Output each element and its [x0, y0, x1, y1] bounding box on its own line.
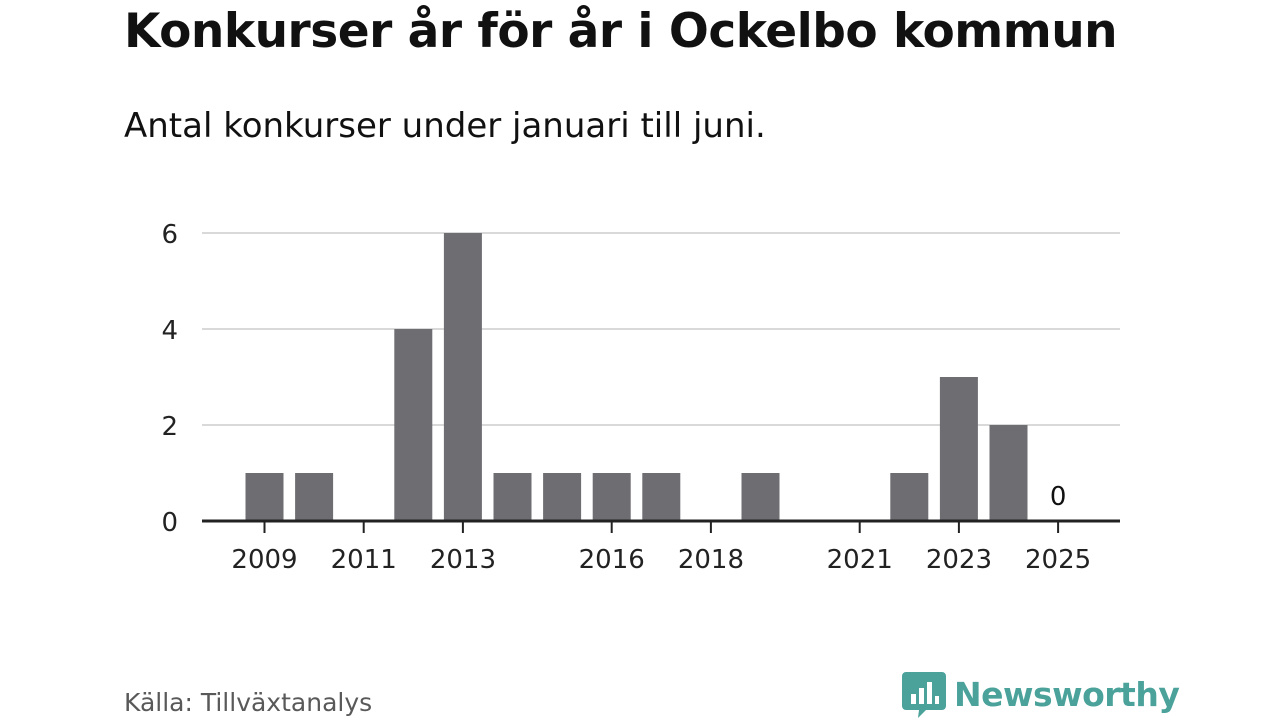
- bar-2012: [394, 329, 433, 521]
- y-tick-label-6: 6: [161, 220, 178, 250]
- x-tick-label-2021: 2021: [827, 545, 893, 575]
- x-tick-label-2023: 2023: [926, 545, 992, 575]
- bar-2017: [642, 473, 681, 521]
- bar-2019: [741, 473, 780, 521]
- x-tick-label-2013: 2013: [430, 545, 496, 575]
- bar-2009: [245, 473, 284, 521]
- bar-2024: [989, 425, 1028, 521]
- source-note: Källa: Tillväxtanalys: [124, 688, 373, 717]
- newsworthy-bar-chart-icon: [902, 672, 946, 718]
- y-tick-label-4: 4: [161, 316, 178, 346]
- bar-chart: 0 2 4 6 2009 2011 2013 2016 2018 2021 2023 2025 0: [161, 220, 1120, 575]
- chart-subtitle: Antal konkurser under januari till juni.: [124, 106, 766, 146]
- chart-title: Konkurser år för år i Ockelbo kommun: [124, 4, 1118, 59]
- bar-2016: [592, 473, 631, 521]
- brand-name: Newsworthy: [954, 674, 1180, 714]
- x-tick-label-2016: 2016: [579, 545, 645, 575]
- x-tick-label-2009: 2009: [231, 545, 297, 575]
- data-label-2025: 0: [1050, 482, 1067, 512]
- bar-2010: [295, 473, 334, 521]
- bar-2022: [890, 473, 929, 521]
- bar-2015: [543, 473, 582, 521]
- x-tick-label-2011: 2011: [331, 545, 397, 575]
- brand-logo: Newsworthy: [902, 670, 1180, 718]
- y-tick-label-0: 0: [161, 508, 178, 538]
- bar-2023: [939, 377, 978, 521]
- x-tick-label-2025: 2025: [1025, 545, 1091, 575]
- y-tick-label-2: 2: [161, 412, 178, 442]
- bar-2013: [443, 233, 482, 521]
- bar-2014: [493, 473, 532, 521]
- x-tick-label-2018: 2018: [678, 545, 744, 575]
